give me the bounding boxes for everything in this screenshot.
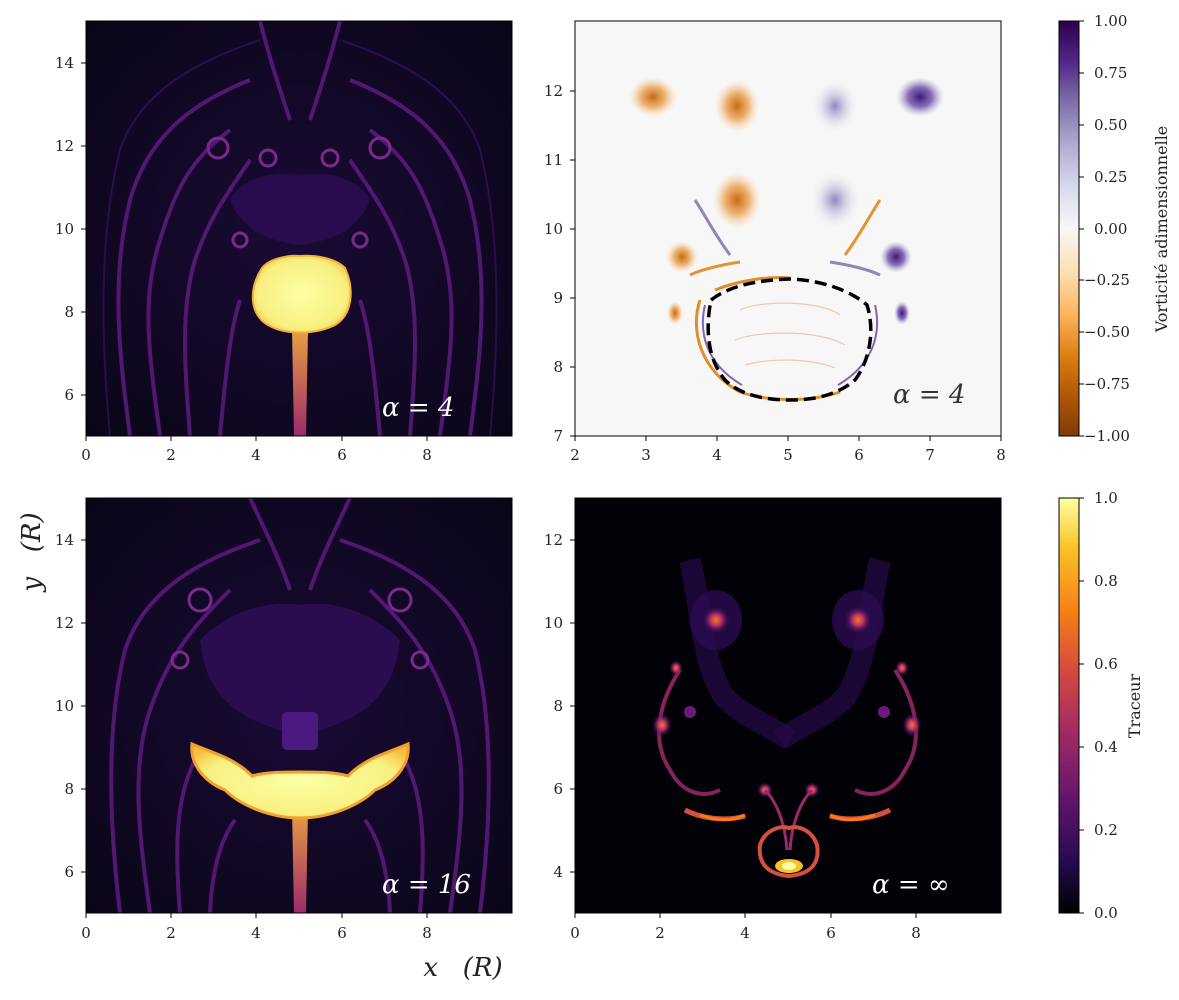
xtick-label: 2 (570, 446, 580, 464)
xtick-label: 7 (925, 446, 935, 464)
panel-top-right: α = 4 2 3 4 5 6 7 8 7 8 9 10 (544, 20, 1006, 464)
ytick-label: 8 (553, 697, 563, 715)
colorbar-tick-label: 0.75 (1094, 64, 1127, 82)
colorbar-tick-label: 0.8 (1094, 572, 1118, 590)
ytick-label: 9 (553, 289, 563, 307)
tracer-field-br (575, 498, 1001, 913)
panel-bottom-right: α = ∞ 0 2 4 6 8 4 6 8 10 12 (544, 497, 1002, 942)
annotation-br: α = ∞ (872, 870, 950, 900)
xtick-label: 6 (337, 446, 347, 464)
interface-contour (706, 277, 873, 402)
xtick-label: 8 (996, 446, 1006, 464)
ytick-label: 8 (64, 303, 74, 321)
xtick-label: 6 (854, 446, 864, 464)
yticks-tr: 7 8 9 10 11 12 (544, 82, 575, 445)
tracer-field-bl (86, 498, 512, 913)
colorbar-tracer-label: Traceur (1125, 674, 1144, 739)
xtick-label: 2 (655, 924, 665, 942)
panel-top-left: α = 4 0 2 4 6 8 6 8 10 12 14 (55, 20, 513, 464)
xtick-label: 4 (251, 924, 261, 942)
colorbar-tick-label: −0.25 (1084, 271, 1130, 289)
ytick-label: 6 (64, 386, 74, 404)
tracer-field-tl (86, 21, 512, 436)
ytick-label: 10 (55, 697, 74, 715)
yticks-bl: 6 8 10 12 14 (55, 531, 86, 881)
ytick-label: 14 (55, 54, 74, 72)
xtick-label: 8 (911, 924, 921, 942)
colorbar-tick-label: 0.25 (1094, 168, 1127, 186)
yticks-tl: 6 8 10 12 14 (55, 54, 86, 404)
colorbar-tracer-ticks: 1.0 0.8 0.6 0.4 0.2 0.0 (1079, 489, 1118, 922)
colorbar-tick-label: 1.0 (1094, 489, 1118, 507)
xtick-label: 8 (422, 446, 432, 464)
ytick-label: 4 (553, 863, 563, 881)
colorbar-tick-label: −1.00 (1084, 427, 1130, 445)
xtick-label: 4 (712, 446, 722, 464)
ytick-label: 8 (64, 780, 74, 798)
colorbar-tick-label: 0.0 (1094, 904, 1118, 922)
ytick-label: 12 (55, 614, 74, 632)
xtick-label: 3 (641, 446, 651, 464)
ytick-label: 6 (64, 863, 74, 881)
xticks-br: 0 2 4 6 8 (570, 913, 921, 942)
vorticity-field-tr (575, 21, 1001, 436)
xticks-tr: 2 3 4 5 6 7 8 (570, 436, 1006, 464)
ytick-label: 7 (553, 427, 563, 445)
colorbar-tick-label: 0.2 (1094, 821, 1118, 839)
xtick-label: 6 (826, 924, 836, 942)
y-axis-label: y (R) (17, 512, 47, 592)
colorbar-tick-label: −0.50 (1084, 323, 1130, 341)
xtick-label: 5 (783, 446, 793, 464)
xticks-tl: 0 2 4 6 8 (81, 436, 432, 464)
ytick-label: 12 (55, 137, 74, 155)
panel-bottom-left: α = 16 0 2 4 6 8 6 8 10 12 14 (55, 497, 513, 942)
xtick-label: 6 (337, 924, 347, 942)
ytick-label: 11 (544, 151, 563, 169)
xtick-label: 2 (166, 446, 176, 464)
ytick-label: 10 (544, 614, 563, 632)
colorbar-tracer: 1.0 0.8 0.6 0.4 0.2 0.0 Traceur (1058, 489, 1144, 922)
annotation-tr: α = 4 (893, 380, 965, 410)
xtick-label: 0 (81, 446, 91, 464)
ytick-label: 14 (55, 531, 74, 549)
xticks-bl: 0 2 4 6 8 (81, 913, 432, 942)
colorbar-vorticity-ticks: 1.00 0.75 0.50 0.25 0.00 −0.25 −0.50 −0.… (1079, 12, 1130, 445)
x-axis-label: x (R) (423, 953, 502, 983)
colorbar-tick-label: 0.00 (1094, 220, 1127, 238)
annotation-bl: α = 16 (382, 870, 471, 900)
colorbar-vorticity-label: Vorticité adimensionnelle (1152, 126, 1171, 334)
annotation-tl: α = 4 (382, 393, 454, 423)
ytick-label: 12 (544, 82, 563, 100)
xtick-label: 4 (740, 924, 750, 942)
colorbar-tick-label: 0.6 (1094, 655, 1118, 673)
yticks-br: 4 6 8 10 12 (544, 531, 575, 881)
xtick-label: 2 (166, 924, 176, 942)
colorbar-tick-label: −0.75 (1084, 375, 1130, 393)
ytick-label: 10 (544, 220, 563, 238)
colorbar-tick-label: 0.4 (1094, 738, 1118, 756)
xtick-label: 0 (570, 924, 580, 942)
ytick-label: 10 (55, 220, 74, 238)
colorbar-tick-label: 0.50 (1094, 116, 1127, 134)
ytick-label: 12 (544, 531, 563, 549)
colorbar-vorticity: 1.00 0.75 0.50 0.25 0.00 −0.25 −0.50 −0.… (1058, 12, 1171, 445)
xtick-label: 8 (422, 924, 432, 942)
colorbar-tick-label: 1.00 (1094, 12, 1127, 30)
ytick-label: 6 (553, 780, 563, 798)
xtick-label: 0 (81, 924, 91, 942)
ytick-label: 8 (553, 358, 563, 376)
xtick-label: 4 (251, 446, 261, 464)
